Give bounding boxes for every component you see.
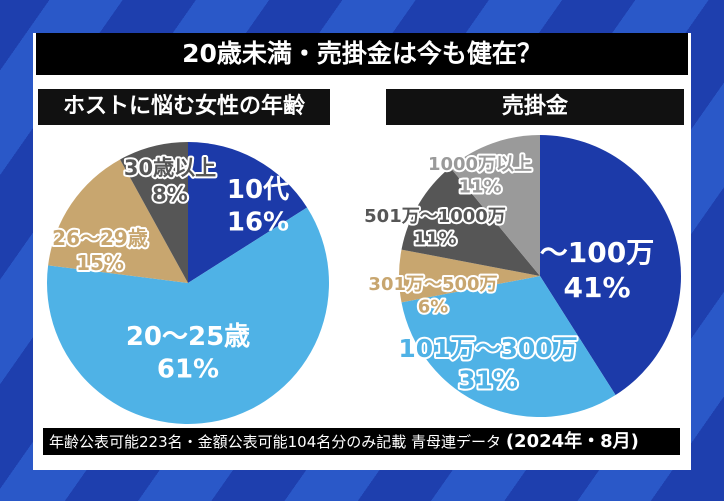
pie-slice [48,159,188,283]
pie-slice [120,142,188,283]
source-note: 年齢公表可能223名・金額公表可能104名分のみ記載 青母連データ (2024年… [43,428,680,455]
slice-category-label: 30歳以上 [124,156,216,180]
slice-category-label: ～100万 [540,236,654,269]
slice-value-label: 31% [458,365,518,394]
slice-value-label: 16% [227,208,289,238]
slice-category-label: 101万～300万 [398,334,577,363]
slice-value-label: 8% [152,182,188,206]
slice-value-label: 61% [157,355,219,385]
pie-slice [399,249,540,303]
slice-value-label: 11% [458,177,501,198]
slice-value-label: 6% [418,297,449,318]
slice-category-label: 1000万以上 [428,154,532,175]
pie-slice [450,135,540,276]
pie-slice [46,207,330,425]
source-date: (2024年・8月) [505,431,639,452]
slice-category-label: 20～25歳 [126,322,250,352]
slice-category-label: 10代 [227,175,289,205]
pie-slice [540,135,681,396]
slice-value-label: 15% [76,251,124,275]
source-note-text: 年齢公表可能223名・金額公表可能104名分のみ記載 青母連データ [49,433,502,451]
slice-category-label: 26～29歳 [52,226,148,250]
right-chart-title: 売掛金 [386,89,684,125]
slice-category-label: 301万～500万 [368,274,497,295]
slice-value-label: 41% [563,271,630,304]
left-chart-title: ホストに悩む女性の年齢 [38,89,330,125]
pie-slice [401,167,540,276]
pie-slice [188,142,308,283]
slice-value-label: 11% [413,229,456,250]
slice-category-label: 501万～1000万 [364,206,506,227]
page-title: 20歳未満・売掛金は今も健在？ [36,33,688,75]
pie-slice [401,276,616,417]
